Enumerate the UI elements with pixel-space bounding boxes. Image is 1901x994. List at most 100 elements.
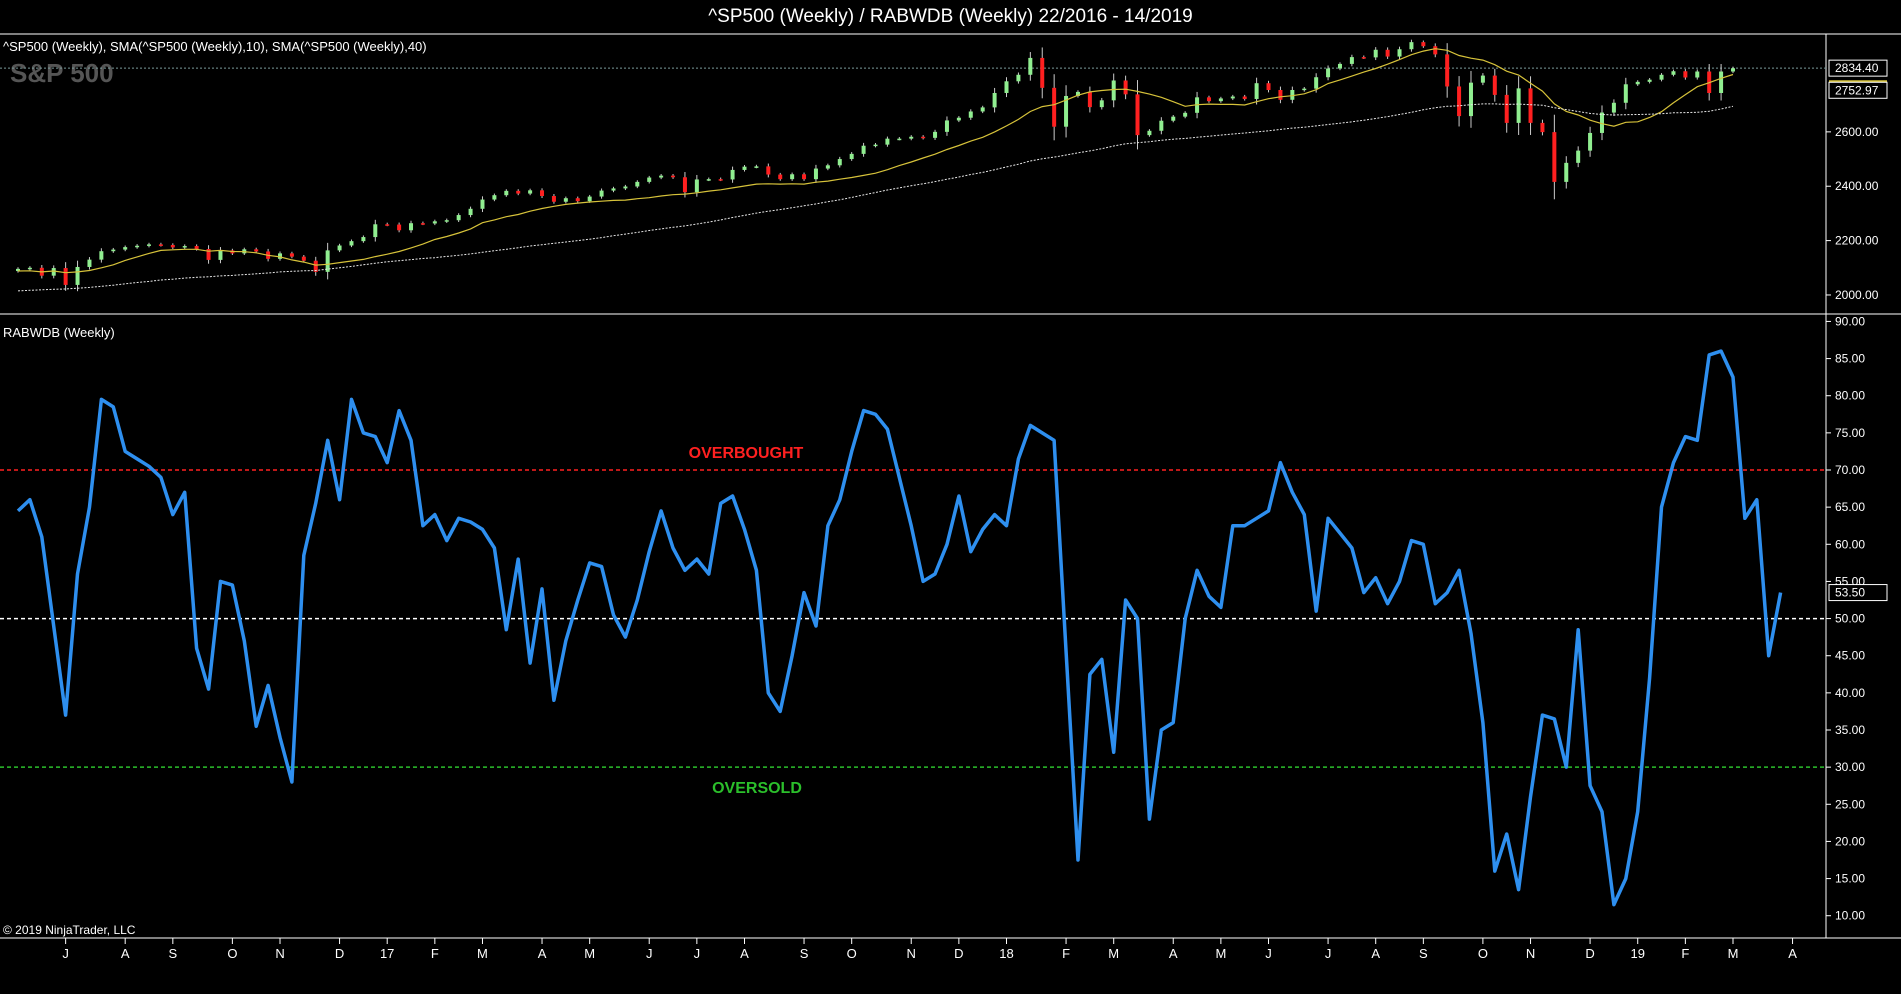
overbought-label: OVERBOUGHT	[689, 445, 804, 462]
value-tick-label: 10.00	[1835, 909, 1865, 923]
time-tick-label: D	[1585, 946, 1594, 961]
candle-body	[373, 224, 378, 238]
candle-body	[623, 186, 628, 189]
candle-body	[1290, 90, 1295, 100]
candle-body	[1528, 88, 1533, 123]
candle-body	[87, 259, 92, 267]
time-tick-label: J	[646, 946, 653, 961]
candle-body	[790, 174, 795, 180]
candle-body	[1599, 112, 1604, 133]
top-panel-legend: ^SP500 (Weekly), SMA(^SP500 (Weekly),10)…	[3, 39, 427, 54]
candle-body	[599, 190, 604, 197]
candle-body	[182, 246, 187, 248]
candle-body	[933, 131, 938, 138]
candle-body	[444, 220, 449, 222]
time-tick-label: J	[62, 946, 69, 961]
chart-title: ^SP500 (Weekly) / RABWDB (Weekly) 22/201…	[708, 6, 1193, 27]
candle-body	[397, 224, 402, 231]
candle-body	[313, 260, 318, 272]
value-tick-label: 30.00	[1835, 760, 1865, 774]
candle-body	[289, 253, 294, 257]
candle-body	[1659, 74, 1664, 80]
candle-body	[813, 168, 818, 180]
candle-body	[337, 245, 342, 251]
candle-body	[170, 244, 175, 248]
candle-body	[1028, 57, 1033, 75]
value-tick-label: 75.00	[1835, 426, 1865, 440]
time-tick-label: D	[335, 946, 344, 961]
candle-body	[611, 188, 616, 191]
time-tick-label: J	[1325, 946, 1332, 961]
candle-body	[885, 138, 890, 145]
time-tick-label: N	[1526, 946, 1535, 961]
candle-body	[1111, 80, 1116, 101]
time-tick-label: A	[121, 946, 130, 961]
candle-body	[1683, 71, 1688, 78]
candle-body	[218, 250, 223, 260]
candle-body	[1397, 49, 1402, 57]
candle-body	[1123, 80, 1128, 95]
candle-body	[980, 107, 985, 112]
candle-body	[1040, 57, 1045, 88]
candle-body	[968, 111, 973, 118]
candle-body	[1278, 90, 1283, 100]
candle-body	[1218, 98, 1223, 102]
candle-body	[409, 223, 414, 231]
candle-body	[456, 215, 461, 221]
value-tick-label: 70.00	[1835, 463, 1865, 477]
candle-body	[1230, 96, 1235, 99]
candle-body	[1492, 75, 1497, 95]
time-tick-label: F	[1681, 946, 1689, 961]
candle-body	[123, 247, 128, 250]
candle-body	[742, 166, 747, 170]
value-tick-label: 80.00	[1835, 389, 1865, 403]
candle-body	[1552, 132, 1557, 182]
candle-body	[766, 166, 771, 175]
time-tick-label: 19	[1630, 946, 1644, 961]
value-tick-label: 25.00	[1835, 797, 1865, 811]
time-tick-label: S	[168, 946, 177, 961]
candle-body	[1623, 84, 1628, 103]
sma40-line	[17, 103, 1734, 292]
time-tick-label: S	[1419, 946, 1428, 961]
candle-body	[206, 249, 211, 260]
candle-body	[1004, 81, 1009, 93]
candle-body	[194, 246, 199, 250]
value-tick-label: 50.00	[1835, 612, 1865, 626]
candle-body	[635, 181, 640, 187]
candle-body	[587, 196, 592, 202]
candle-body	[540, 190, 545, 197]
candle-body	[1302, 88, 1307, 91]
price-tick-label: 2000.00	[1835, 288, 1879, 302]
candle-body	[27, 267, 32, 270]
candlestick-series	[16, 39, 1735, 292]
candle-body	[1183, 112, 1188, 117]
last-close-badge-box	[1828, 59, 1888, 77]
value-tick-label: 35.00	[1835, 723, 1865, 737]
candle-body	[63, 268, 68, 285]
candle-body	[1361, 57, 1366, 59]
candle-body	[16, 268, 20, 272]
candle-body	[1087, 91, 1092, 108]
candle-body	[849, 153, 854, 160]
candle-body	[1576, 150, 1581, 163]
candle-body	[1468, 82, 1473, 117]
value-tick-label: 15.00	[1835, 872, 1865, 886]
candle-body	[528, 190, 533, 194]
candle-body	[361, 237, 366, 242]
bottom-value-axis: 10.00 15.00 20.00 25.00 30.00 35.00 40.00 45.00…	[1826, 314, 1865, 923]
time-tick-label: 18	[999, 946, 1013, 961]
candle-body	[873, 144, 878, 147]
candle-body	[659, 175, 664, 178]
sma40-badge-box	[1828, 81, 1888, 99]
candle-body	[1385, 49, 1390, 57]
candle-body	[1647, 79, 1652, 82]
time-tick-label: M	[477, 946, 488, 961]
candle-body	[1326, 68, 1331, 78]
price-tick-label: 2400.00	[1835, 179, 1879, 193]
time-tick-label: A	[1371, 946, 1380, 961]
candle-body	[1445, 54, 1450, 87]
candle-body	[1159, 120, 1164, 131]
top-price-axis: 2000.00 2200.00 2400.00 2600.00	[1826, 125, 1879, 302]
